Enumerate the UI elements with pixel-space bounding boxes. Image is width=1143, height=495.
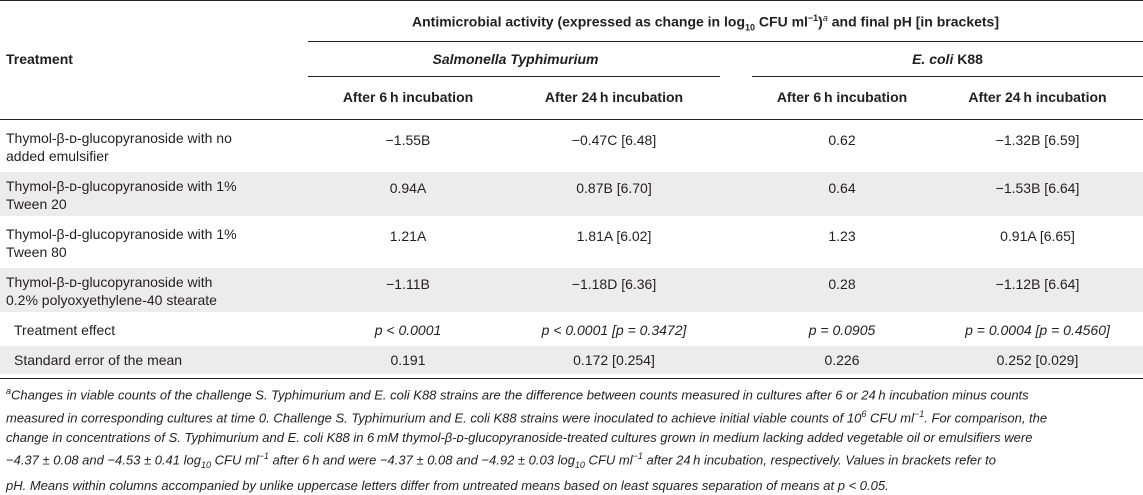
cell-s-6h: 0.94A bbox=[389, 180, 427, 196]
table-row: Thymol-β-ᴅ-glucopyranoside with 0.2% poly… bbox=[0, 268, 1143, 312]
treatment-effect-row: Treatment effect p < 0.0001 p < 0.0001 [… bbox=[14, 322, 1110, 338]
header-bottom-rule bbox=[0, 119, 1143, 120]
treatment-header: Treatment bbox=[6, 51, 73, 67]
cell-s-24h: −0.47C [6.48] bbox=[571, 132, 657, 148]
col-e-6h: After 6 h incubation bbox=[776, 89, 908, 105]
group-header: Antimicrobial activity (expressed as cha… bbox=[412, 13, 999, 33]
cell-e-24h: 0.91A [6.65] bbox=[1000, 228, 1075, 244]
table-row: Thymol-β-ᴅ-glucopyranoside with 1% Tween … bbox=[0, 172, 1143, 216]
cell-e-6h: 1.23 bbox=[828, 228, 856, 244]
cell-s-24h: 1.81A [6.02] bbox=[576, 228, 652, 244]
cell-s-6h: 1.21A bbox=[389, 228, 427, 244]
group-header-divider bbox=[308, 41, 1143, 42]
cell-e-24h: −1.53B [6.64] bbox=[995, 180, 1080, 196]
cell-e-6h: 0.64 bbox=[828, 180, 856, 196]
ecoli-header: E. coli K88 bbox=[912, 51, 983, 67]
cell-e-6h: 0.28 bbox=[828, 276, 856, 292]
ecoli-divider bbox=[752, 76, 1143, 77]
salmonella-header: Salmonella Typhimurium bbox=[432, 51, 599, 67]
table-row: Thymol-β-d-glucopyranoside with 1% Tween … bbox=[0, 220, 1143, 264]
table-row: Thymol-β-ᴅ-glucopyranoside with no added … bbox=[0, 124, 1143, 168]
cell-e-24h: −1.12B [6.64] bbox=[995, 276, 1080, 292]
table-top-rule bbox=[0, 0, 1143, 1]
cell-s-24h: 0.87B [6.70] bbox=[576, 180, 652, 196]
col-s-6h: After 6 h incubation bbox=[342, 89, 474, 105]
sem-row: Standard error of the mean 0.191 0.172 [… bbox=[0, 346, 1143, 374]
col-e-24h: After 24 h incubation bbox=[968, 89, 1107, 105]
cell-e-6h: 0.62 bbox=[828, 132, 856, 148]
table-footnote: aChanges in viable counts of the challen… bbox=[6, 386, 1048, 493]
col-s-24h: After 24 h incubation bbox=[544, 89, 684, 105]
cell-s-6h: −1.55B bbox=[385, 132, 431, 148]
cell-e-24h: −1.32B [6.59] bbox=[995, 132, 1080, 148]
cell-s-24h: −1.18D [6.36] bbox=[571, 276, 657, 292]
cell-s-6h: −1.11B bbox=[386, 276, 430, 292]
salmonella-divider bbox=[308, 76, 720, 77]
table-bottom-rule bbox=[0, 378, 1143, 379]
